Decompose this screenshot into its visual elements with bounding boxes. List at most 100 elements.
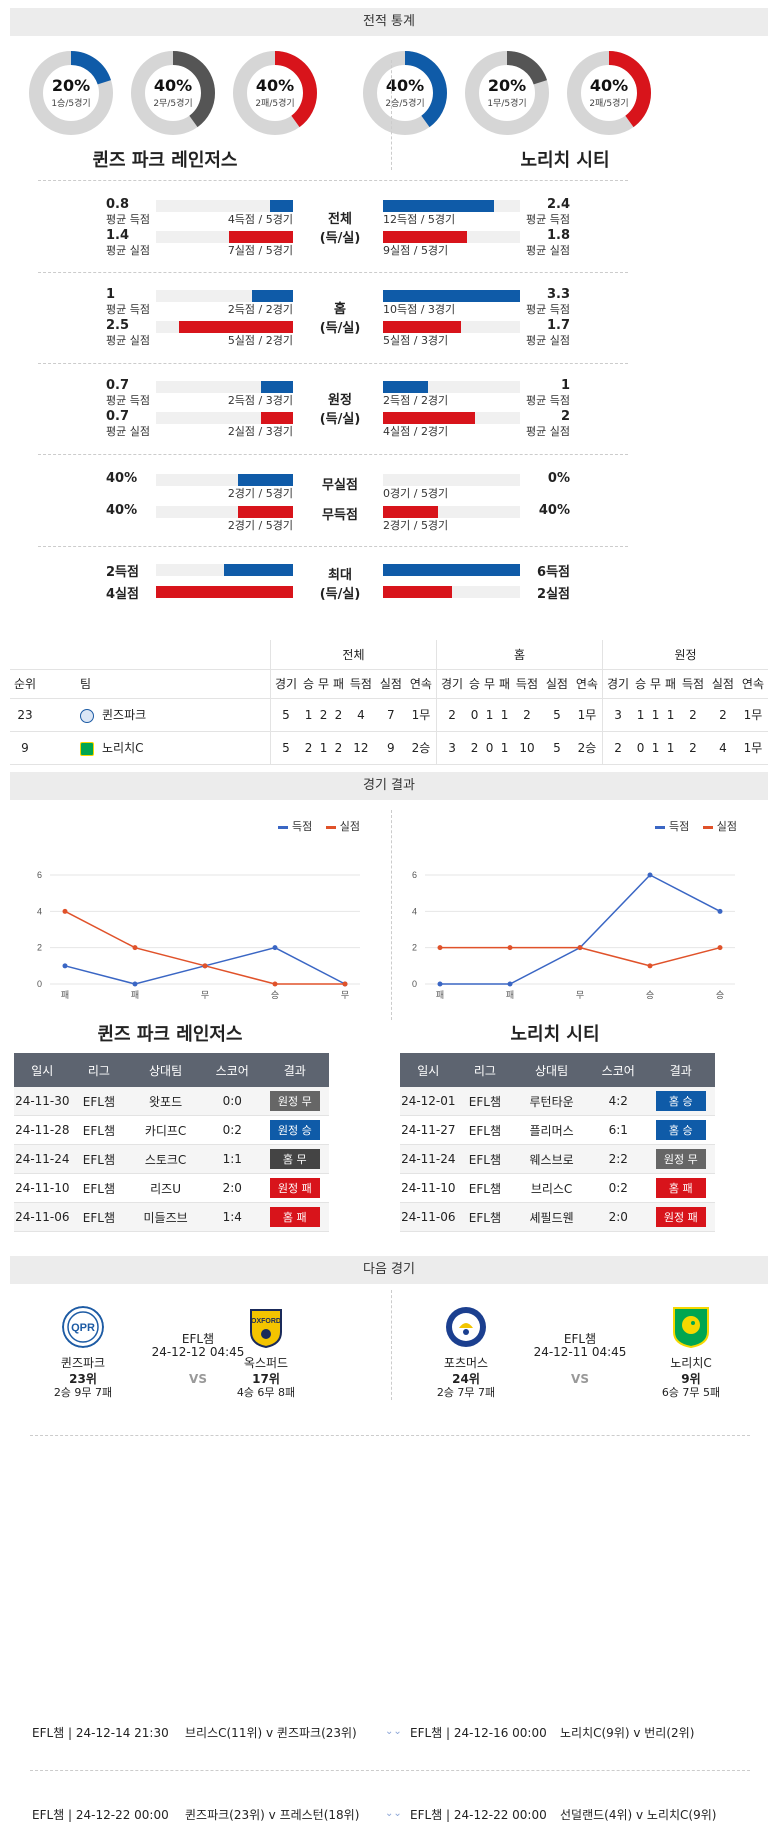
oxford-logo-icon: OXFORD bbox=[250, 1309, 282, 1348]
group-away: 원정 bbox=[602, 640, 768, 670]
team-title-right: 노리치 시티 bbox=[520, 150, 610, 171]
donut-arc bbox=[465, 51, 549, 135]
standings-col-header: 실점 bbox=[541, 669, 572, 699]
stat-bar bbox=[383, 564, 520, 576]
donut-percent: 40% bbox=[153, 76, 193, 95]
standings-cell: 2 bbox=[678, 731, 708, 765]
stat-label: 평균 실점 bbox=[526, 334, 570, 347]
standings-cell: 2 bbox=[316, 698, 331, 732]
results-cell[interactable]: 플리머스 bbox=[529, 1123, 574, 1138]
divider bbox=[391, 810, 392, 1020]
data-point bbox=[132, 981, 138, 987]
results-cell: 홈 패 bbox=[261, 1207, 329, 1227]
stat-label: 평균 실점 bbox=[526, 425, 570, 438]
norwich-badge-icon bbox=[80, 741, 94, 756]
stat-center-label: 전체 (득/실) bbox=[305, 210, 375, 248]
results-cell[interactable]: 카디프C bbox=[144, 1123, 187, 1138]
standings-cell: 2 bbox=[707, 698, 738, 732]
stat-label: 평균 득점 bbox=[106, 303, 150, 316]
results-cell: 24-11-24 bbox=[15, 1152, 70, 1166]
divider bbox=[38, 454, 628, 455]
results-cell: 2:2 bbox=[608, 1152, 628, 1166]
next-left-league: EFL챔 bbox=[181, 1332, 215, 1346]
results-cell: 2:0 bbox=[222, 1181, 242, 1195]
results-row: 24-11-27 EFL챔 플리머스 6:1 홈 승 bbox=[400, 1116, 715, 1145]
data-point bbox=[62, 963, 68, 969]
stat-value: 1 bbox=[106, 287, 116, 302]
standings-cell: 1무 bbox=[405, 698, 437, 732]
team-name[interactable]: 노리치C bbox=[102, 741, 144, 755]
stat-label: 평균 실점 bbox=[106, 334, 150, 347]
results-cell[interactable]: 루턴타운 bbox=[529, 1094, 574, 1109]
standings-col-header: 득점 bbox=[678, 669, 708, 699]
result-badge: 홈 패 bbox=[269, 1207, 320, 1227]
results-row: 24-11-24 EFL챔 스토크C 1:1 홈 무 bbox=[14, 1145, 329, 1174]
upcoming-right-info: EFL챔 | 24-12-16 00:00 bbox=[410, 1726, 547, 1740]
upcoming-right-info: EFL챔 | 24-12-22 00:00 bbox=[410, 1808, 547, 1822]
legend-swatch-conceded bbox=[702, 825, 713, 829]
stat-label: 평균 득점 bbox=[106, 213, 150, 226]
x-tick-label: 승 bbox=[646, 990, 654, 1000]
next-left-home-name: 퀸즈파크 bbox=[60, 1356, 106, 1370]
results-cell[interactable]: 미들즈브 bbox=[143, 1210, 188, 1225]
standings-cell: 0 bbox=[633, 731, 649, 765]
stat-count: 2득점 / 3경기 bbox=[227, 394, 293, 407]
standings-cell: 2 bbox=[512, 698, 542, 732]
donut-chart: 40% 2패/5경기 bbox=[232, 50, 318, 136]
results-cell[interactable]: 스토크C bbox=[144, 1152, 187, 1167]
donut-ring bbox=[233, 51, 317, 135]
qpr-logo-icon: QPR bbox=[62, 1306, 104, 1348]
standings-col-header: 득점 bbox=[345, 669, 376, 699]
donut-chart: 40% 2패/5경기 bbox=[566, 50, 652, 136]
stat-count: 10득점 / 3경기 bbox=[383, 303, 456, 316]
next-right-home-name: 포츠머스 bbox=[443, 1356, 489, 1370]
stat-label: 평균 득점 bbox=[526, 303, 570, 316]
divider bbox=[391, 1290, 392, 1400]
stat-value: 2득점 bbox=[106, 565, 139, 580]
stat-center-title: 전체 bbox=[328, 212, 352, 227]
donut-chart: 40% 2승/5경기 bbox=[362, 50, 448, 136]
norwich-logo-icon bbox=[673, 1307, 709, 1348]
results-cell[interactable]: 브리스C bbox=[530, 1181, 573, 1196]
standings-cell: 2 bbox=[602, 731, 634, 765]
team-name[interactable]: 퀸즈파크 bbox=[102, 708, 147, 722]
standings-cell: 4 bbox=[345, 698, 376, 732]
results-cell[interactable]: 웨스브로 bbox=[529, 1152, 574, 1167]
stat-bar bbox=[156, 586, 293, 598]
stat-label: 평균 득점 bbox=[526, 394, 570, 407]
results-cell[interactable]: 왓포드 bbox=[149, 1094, 183, 1109]
data-point bbox=[272, 945, 278, 951]
stat-value: 1.8 bbox=[546, 228, 570, 243]
stat-count: 2경기 / 5경기 bbox=[383, 519, 449, 532]
upcoming-right-teams: 노리치C(9위) v 번리(2위) bbox=[560, 1726, 695, 1740]
stat-center-title: 홈 bbox=[334, 302, 346, 317]
standings-cell: 2 bbox=[436, 698, 468, 732]
donut-percent: 40% bbox=[385, 76, 425, 95]
standings-cell: 23 bbox=[10, 698, 40, 732]
stat-value: 40% bbox=[106, 471, 138, 486]
result-badge: 홈 승 bbox=[655, 1120, 706, 1140]
stat-count: 12득점 / 5경기 bbox=[383, 213, 456, 226]
stat-count: 2실점 / 3경기 bbox=[227, 425, 293, 438]
results-cell: 원정 승 bbox=[261, 1120, 329, 1140]
standings-cell: 2 bbox=[331, 698, 346, 732]
results-cell[interactable]: 셰필드웬 bbox=[529, 1210, 574, 1225]
standings-col-header: 경기 bbox=[270, 669, 302, 699]
stat-count: 4실점 / 2경기 bbox=[383, 425, 449, 438]
y-tick-label: 4 bbox=[412, 906, 417, 916]
next-left-away-rank: 17위 bbox=[252, 1372, 280, 1386]
results-cell[interactable]: 리즈U bbox=[150, 1181, 181, 1196]
stat-count: 2득점 / 2경기 bbox=[227, 303, 293, 316]
standings-cell: 5 bbox=[541, 698, 572, 732]
standings-cell: 2 bbox=[331, 731, 346, 765]
stat-center-sub: (득/실) bbox=[319, 412, 361, 427]
standings-cell: 9 bbox=[10, 731, 40, 765]
data-point bbox=[717, 908, 723, 914]
stat-center-label: 원정 (득/실) bbox=[305, 391, 375, 429]
standings-cell: 5 bbox=[270, 698, 302, 732]
upcoming-left-info: EFL챔 | 24-12-14 21:30 bbox=[32, 1726, 169, 1740]
results-body: 24-11-30 EFL챔 왓포드 0:0 원정 무 24-11-28 EFL챔 카디프C 0:… bbox=[14, 1087, 329, 1232]
stat-bar bbox=[238, 506, 293, 518]
standings-row: 9 노리치C 5 2 1 2 12 9 2승 3 2 0 1 10 5 2승 2 0 1 1 2 4 1무 bbox=[10, 731, 768, 765]
results-table-left: 일시 리그 상대팀 스코어 결과 24-11-30 EFL챔 왓포드 0:0 원정 무 24-11-… bbox=[14, 1053, 329, 1232]
